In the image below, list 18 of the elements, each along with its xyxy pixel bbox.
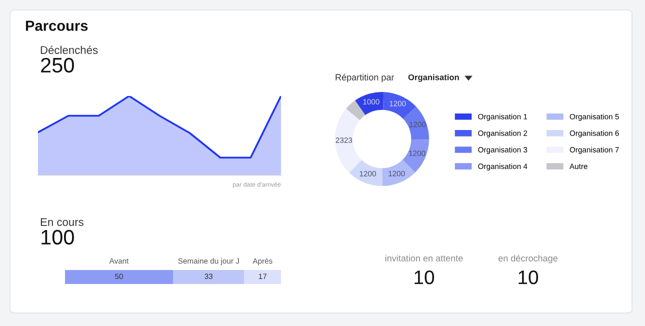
donut-slice — [383, 92, 416, 119]
text: invitation en attente — [385, 254, 463, 262]
chart-subtitle: 250 — [41, 58, 74, 73]
text: en décrochage — [498, 254, 558, 264]
text: Parcours — [26, 20, 88, 31]
donut-slice — [402, 139, 430, 172]
chart-subtitle: Organisation — [408, 74, 459, 82]
text: 10 — [518, 270, 538, 284]
chart-title: En cours — [40, 218, 84, 226]
donut-slice — [355, 92, 384, 116]
donut-slice — [382, 160, 416, 186]
donut-slice — [349, 160, 382, 186]
chart-title: Déclenchés — [40, 46, 98, 54]
chart-subtitle: 100 — [42, 230, 74, 245]
donut-slice — [403, 106, 430, 140]
chart-title: Répartition par — [336, 74, 394, 82]
donut-slice — [334, 108, 362, 173]
text: 10 — [414, 270, 434, 284]
